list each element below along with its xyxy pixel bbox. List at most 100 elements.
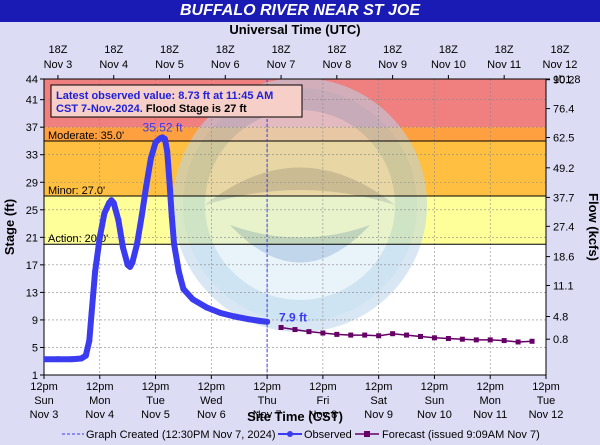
stage-tick-label: 25 [26, 205, 38, 217]
peak-stage-label: 35.52 ft [143, 120, 184, 134]
observed-point [129, 259, 136, 266]
site-time-tick-date: Nov 11 [473, 409, 507, 421]
site-time-tick-date: Nov 3 [30, 409, 59, 421]
observed-point [175, 268, 182, 275]
utc-tick-date: Nov 4 [99, 59, 128, 71]
observed-point [168, 213, 175, 220]
forecast-series [278, 325, 535, 345]
flow-tick-label: 4.8 [553, 311, 568, 323]
flow-tick-label: 76.4 [553, 104, 574, 116]
noaa-watermark [173, 79, 427, 332]
stage-tick-label: 41 [26, 95, 38, 107]
utc-time-ticks: 18Z Nov 3 18Z Nov 4 18Z Nov 5 18Z Nov 6 18Z Nov 7… [44, 44, 577, 79]
legend-observed: Observed [304, 429, 352, 441]
observed-point [44, 356, 47, 363]
observed-point [166, 179, 173, 186]
forecast-point [431, 335, 437, 341]
forecast-point [459, 336, 465, 342]
observed-point [143, 182, 150, 189]
observed-point [120, 244, 127, 251]
chart-title: BUFFALO RIVER NEAR ST JOE [0, 0, 600, 22]
utc-tick-date: Nov 5 [155, 59, 184, 71]
forecast-point [404, 332, 410, 338]
legend-forecast-marker [364, 431, 370, 437]
flow-tick-label: 37.7 [553, 192, 574, 204]
utc-tick-date: Nov 3 [44, 59, 73, 71]
top-axis-title: Universal Time (UTC) [229, 22, 360, 37]
flow-tick-label: 11.1 [553, 281, 574, 293]
bottom-axis-title: Site Time (CST) [247, 409, 343, 424]
site-time-tick-day: Sun [425, 395, 445, 407]
forecast-point [501, 338, 507, 344]
utc-tick-hour: 18Z [383, 44, 402, 56]
forecast-point [292, 327, 298, 333]
forecast-point [348, 332, 354, 338]
stage-axis-ticks: 1 5 9 13 17 21 25 29 33 37 41 44 [26, 74, 44, 382]
legend-graph-created: Graph Created (12:30PM Nov 7, 2024) [86, 429, 276, 441]
forecast-point [320, 330, 326, 336]
stage-tick-label: 33 [26, 150, 38, 162]
forecast-point [278, 325, 284, 331]
site-time-tick-hour: 12pm [86, 381, 114, 393]
site-time-tick-date: Nov 5 [141, 409, 170, 421]
utc-tick-hour: 18Z [48, 44, 67, 56]
site-time-tick-day: Tue [537, 395, 556, 407]
forecast-point [445, 336, 451, 342]
observed-point [78, 355, 85, 362]
site-time-tick-hour: 12pm [198, 381, 226, 393]
utc-tick-date: Nov 9 [378, 59, 407, 71]
observed-point [133, 241, 140, 248]
utc-tick-date: Nov 6 [211, 59, 240, 71]
observed-point [68, 356, 75, 363]
observed-point [92, 268, 99, 275]
legend-observed-marker [287, 431, 293, 437]
observed-point [231, 313, 238, 320]
observed-point [86, 337, 93, 344]
site-time-tick-hour: 12pm [142, 381, 170, 393]
forecast-point [306, 329, 312, 335]
site-time-tick-day: Mon [89, 395, 110, 407]
flow-tick-label: 90.2 [553, 75, 574, 87]
latest-stage-label: 7.9 ft [279, 311, 307, 325]
threshold-label-moderate: Moderate: 35.0' [48, 130, 124, 142]
site-time-tick-day: Sat [370, 395, 387, 407]
forecast-point [529, 338, 535, 344]
site-time-tick-date: Nov 12 [529, 409, 564, 421]
utc-tick-hour: 18Z [327, 44, 346, 56]
utc-tick-date: Nov 8 [322, 59, 351, 71]
observed-point [161, 135, 168, 142]
flow-tick-label: 62.5 [553, 133, 574, 145]
stage-tick-label: 5 [32, 342, 38, 354]
site-time-tick-day: Tue [146, 395, 165, 407]
site-time-tick-day: Mon [480, 395, 501, 407]
plot-frame [43, 78, 547, 376]
site-time-tick-date: Nov 4 [85, 409, 114, 421]
site-time-tick-hour: 12pm [476, 381, 504, 393]
utc-tick-hour: 18Z [104, 44, 123, 56]
forecast-point [418, 333, 423, 339]
observed-series [44, 134, 271, 363]
observed-point [101, 210, 108, 217]
flow-tick-label: 49.2 [553, 163, 574, 175]
utc-tick-hour: 18Z [495, 44, 514, 56]
forecast-point [390, 331, 396, 337]
observed-point [88, 310, 95, 317]
site-time-tick-day: Fri [316, 395, 329, 407]
stage-tick-label: 17 [26, 260, 38, 272]
utc-tick-date: Nov 11 [487, 59, 521, 71]
right-axis-title: Flow (kcfs) [586, 193, 600, 261]
threshold-label-flood: Minor: 27.0' [48, 185, 105, 197]
latest-value-line1: Latest observed value: 8.73 ft at 11:45 … [56, 90, 273, 102]
stage-tick-label: 9 [32, 315, 38, 327]
observed-point [245, 316, 252, 323]
site-time-tick-day: Sun [34, 395, 54, 407]
latest-value-box: Latest observed value: 8.73 ft at 11:45 … [50, 84, 303, 118]
observed-point [115, 217, 122, 224]
stage-tick-label: 37 [26, 122, 38, 134]
svg-text:CST 7-Nov-2024. Flood Stage is: CST 7-Nov-2024. Flood Stage is 27 ft [56, 103, 247, 115]
site-time-tick-hour: 12pm [421, 381, 449, 393]
flood-thresholds: Moderate: 35.0' Minor: 27.0' Action: 20.0' [44, 130, 546, 245]
utc-tick-date: Nov 10 [431, 59, 466, 71]
